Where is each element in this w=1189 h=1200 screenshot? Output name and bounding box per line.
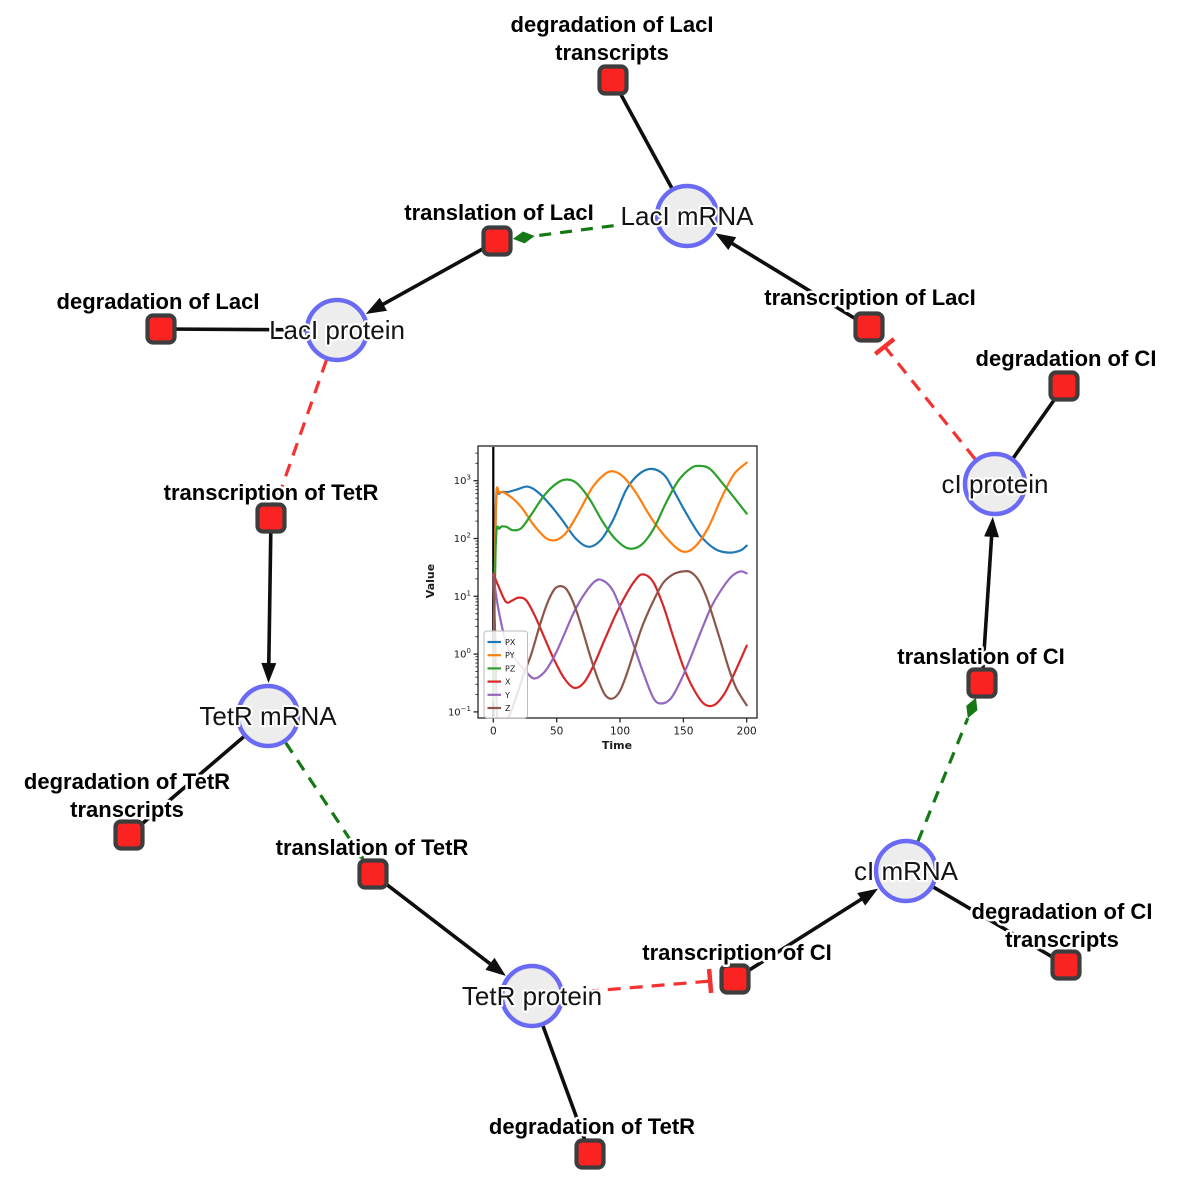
legend-label-X: X bbox=[505, 678, 511, 687]
reaction-node-degradation-of-tetr[interactable] bbox=[574, 1138, 606, 1170]
x-tick-label: 100 bbox=[610, 726, 630, 738]
edge-ci-protein-to-transcription-of-laci bbox=[883, 345, 977, 461]
species-node-tetr-protein[interactable] bbox=[499, 963, 565, 1029]
species-node-ci-protein[interactable] bbox=[962, 451, 1028, 517]
reaction-node-degradation-of-laci[interactable] bbox=[145, 313, 177, 345]
reaction-label-degradation-of-ci-transcripts: degradation of CI bbox=[972, 899, 1153, 924]
reaction-node-transcription-of-tetr[interactable] bbox=[255, 502, 287, 534]
series-line-PY bbox=[492, 461, 748, 703]
reaction-label-degradation-of-ci: degradation of CI bbox=[976, 346, 1157, 371]
reaction-node-degradation-of-tetr-transcripts[interactable] bbox=[113, 819, 145, 851]
species-layer bbox=[235, 183, 1028, 1029]
edge-transcription-of-laci-to-laci-mrna-arrowhead bbox=[715, 233, 737, 250]
plot-axes-frame bbox=[477, 445, 758, 719]
reaction-label-transcription-of-laci: transcription of LacI bbox=[764, 285, 975, 310]
series-line-X bbox=[492, 572, 748, 708]
reaction-label-degradation-of-tetr-transcripts: transcripts bbox=[70, 797, 184, 822]
legend-label-PY: PY bbox=[505, 651, 515, 660]
edge-translation-of-laci-to-laci-protein-arrowhead bbox=[365, 297, 387, 314]
reaction-label-degradation-of-ci-transcripts: transcripts bbox=[1005, 927, 1119, 952]
series-line-Y bbox=[492, 570, 748, 705]
labels-layer: degradation of LacI transcripts translatio… bbox=[21, 10, 1159, 1142]
series-line-PX bbox=[492, 467, 748, 703]
edge-laci-protein-to-transcription-of-tetr bbox=[277, 359, 328, 495]
reaction-node-translation-of-ci[interactable] bbox=[966, 667, 998, 699]
edge-laci-protein-to-transcription-of-tetr-inhibition-bar bbox=[267, 488, 292, 501]
x-tick-label: 150 bbox=[673, 726, 693, 738]
species-node-tetr-mrna[interactable] bbox=[235, 683, 301, 749]
species-node-ci-mrna[interactable] bbox=[873, 838, 939, 904]
y-tick-label: 103 bbox=[454, 474, 471, 488]
edge-translation-of-tetr-to-tetr-protein-arrowhead bbox=[485, 957, 506, 976]
reaction-label-degradation-of-laci-transcripts: degradation of LacI bbox=[511, 12, 714, 37]
reaction-label-degradation-of-laci-transcripts: transcripts bbox=[555, 40, 669, 65]
edge-transcription-of-laci-to-laci-mrna bbox=[724, 237, 870, 329]
y-tick-label: 101 bbox=[454, 589, 471, 603]
legend-label-Z: Z bbox=[505, 704, 511, 713]
x-tick-label: 50 bbox=[550, 726, 563, 738]
edge-tetr-protein-to-transcription-of-ci bbox=[563, 979, 711, 995]
edge-translation-of-ci-to-ci-protein-arrowhead bbox=[984, 516, 999, 538]
reaction-node-degradation-of-ci[interactable] bbox=[1048, 370, 1080, 402]
edge-transcription-of-tetr-to-tetr-mrna-arrowhead bbox=[261, 662, 277, 683]
edge-tetr-mrna-to-translation-of-tetr bbox=[284, 741, 354, 844]
plot-legend: PX PY PZ XYZ bbox=[483, 630, 528, 719]
reaction-node-translation-of-tetr[interactable] bbox=[357, 858, 389, 890]
reaction-node-transcription-of-ci[interactable] bbox=[719, 963, 751, 995]
reaction-label-transcription-of-tetr: transcription of TetR bbox=[164, 480, 379, 505]
reaction-node-translation-of-laci[interactable] bbox=[481, 225, 513, 257]
species-label-laci-mrna: LacI mRNA bbox=[621, 201, 755, 231]
species-label-tetr-protein: TetR protein bbox=[462, 981, 602, 1011]
species-label-tetr-mrna: TetR mRNA bbox=[199, 701, 337, 731]
reaction-label-transcription-of-ci: transcription of CI bbox=[642, 940, 831, 965]
species-label-laci-protein: LacI protein bbox=[269, 315, 405, 345]
x-tick-label: 200 bbox=[737, 726, 757, 738]
reaction-label-translation-of-tetr: translation of TetR bbox=[276, 835, 469, 860]
edges-layer bbox=[127, 79, 1067, 1155]
edge-ci-protein-to-transcription-of-laci-inhibition-bar bbox=[873, 337, 896, 356]
edge-tetr-mrna-to-translation-of-tetr-diamond-head bbox=[352, 842, 365, 861]
reaction-label-degradation-of-laci: degradation of LacI bbox=[57, 289, 260, 314]
reaction-node-degradation-of-laci-transcripts[interactable] bbox=[597, 64, 629, 96]
edge-translation-of-ci-to-ci-protein bbox=[980, 528, 994, 684]
y-tick-label: 102 bbox=[454, 532, 471, 546]
species-node-laci-protein[interactable] bbox=[304, 297, 370, 363]
legend-label-PZ: PZ bbox=[505, 664, 516, 673]
reaction-node-degradation-of-ci-transcripts[interactable] bbox=[1050, 949, 1082, 981]
reaction-label-translation-of-ci: translation of CI bbox=[897, 644, 1064, 669]
y-axis-label: Value bbox=[424, 564, 437, 598]
edge-tetr-protein-to-transcription-of-ci-inhibition-bar bbox=[706, 968, 714, 994]
reactions-layer bbox=[113, 64, 1082, 1170]
edge-ci-mrna-to-translation-of-ci-diamond-head bbox=[966, 697, 978, 719]
y-tick-label: 100 bbox=[454, 647, 471, 661]
edge-transcription-of-ci-to-ci-mrna bbox=[734, 893, 869, 981]
species-label-ci-mrna: cI mRNA bbox=[854, 856, 959, 886]
y-tick-label: 10−1 bbox=[448, 705, 471, 719]
reaction-label-translation-of-laci: translation of LacI bbox=[404, 200, 593, 225]
reaction-node-transcription-of-laci[interactable] bbox=[853, 311, 885, 343]
species-label-ci-protein: cI protein bbox=[942, 469, 1049, 499]
species-node-laci-mrna[interactable] bbox=[654, 183, 720, 249]
series-line-PZ bbox=[492, 464, 748, 703]
legend-box bbox=[483, 630, 528, 719]
edge-translation-of-tetr-to-tetr-protein bbox=[371, 872, 498, 971]
reaction-label-degradation-of-tetr: degradation of TetR bbox=[489, 1114, 695, 1139]
edge-ci-mrna-to-translation-of-ci bbox=[916, 717, 970, 842]
edge-translation-of-laci-to-laci-protein bbox=[375, 239, 498, 310]
edge-transcription-of-ci-to-ci-mrna-arrowhead bbox=[857, 888, 879, 906]
edge-laci-mrna-to-translation-of-laci-diamond-head bbox=[512, 231, 535, 244]
x-tick-label: 0 bbox=[490, 726, 497, 738]
plot-area bbox=[492, 447, 748, 718]
reaction-label-degradation-of-tetr-transcripts: degradation of TetR bbox=[24, 769, 230, 794]
edge-transcription-of-tetr-to-tetr-mrna bbox=[266, 517, 273, 672]
x-axis-label: Time bbox=[602, 739, 632, 752]
legend-label-PX: PX bbox=[505, 638, 516, 647]
legend-label-Y: Y bbox=[504, 691, 510, 700]
